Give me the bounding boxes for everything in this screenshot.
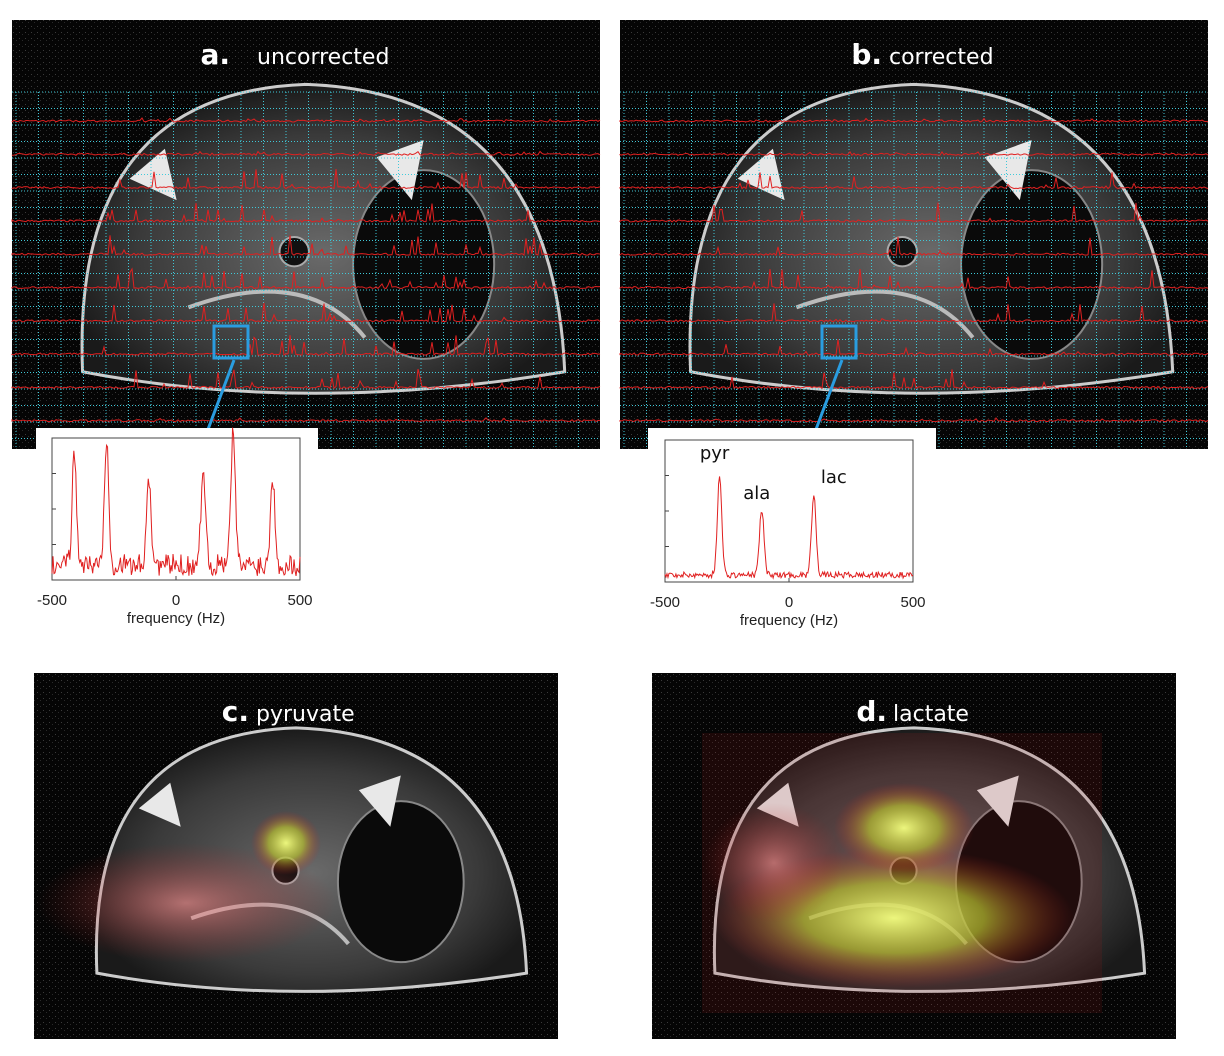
spectrum-row xyxy=(11,335,601,356)
spectrum-row xyxy=(11,117,601,123)
mri-panels xyxy=(11,20,1209,1039)
spectrum-row xyxy=(11,203,601,223)
tissue xyxy=(376,140,424,201)
lung xyxy=(352,169,496,360)
x-axis-label: frequency (Hz) xyxy=(740,612,838,629)
pointer xyxy=(202,359,236,441)
lactate-map xyxy=(834,783,974,873)
spectrum-row xyxy=(619,202,1209,223)
x-tick-label: 500 xyxy=(900,594,925,611)
spectrum-row xyxy=(619,369,1209,390)
tissue xyxy=(976,775,1019,827)
selected-voxel xyxy=(820,324,858,360)
x-axis-label: frequency (Hz) xyxy=(127,610,225,627)
spectrum-row xyxy=(619,172,1209,190)
x-tick-label: 0 xyxy=(785,594,793,611)
panel-letter: c. xyxy=(222,695,249,728)
lung xyxy=(336,800,465,964)
inset-spectrum xyxy=(51,427,301,577)
lung xyxy=(960,169,1104,360)
aorta xyxy=(278,235,310,268)
spectrum-row xyxy=(619,303,1209,323)
panel-label: corrected xyxy=(889,45,994,70)
panel-label: uncorrected xyxy=(257,45,389,70)
tissue xyxy=(138,782,181,827)
x-tick-label: -500 xyxy=(37,592,67,609)
spectrum-row xyxy=(11,368,601,390)
lactate-map xyxy=(704,803,844,923)
spectrum-row xyxy=(619,236,1209,257)
inset-spectrum xyxy=(664,476,914,580)
panel-letter: d. xyxy=(856,695,887,728)
x-tick-label: 0 xyxy=(172,592,180,609)
spectrum-row xyxy=(11,417,601,423)
tissue xyxy=(358,775,401,827)
peak-label: ala xyxy=(743,483,770,504)
peak-label: lac xyxy=(821,467,847,488)
spectrum-row xyxy=(11,302,601,323)
panel-letter: a. xyxy=(200,38,230,71)
x-tick-label: -500 xyxy=(650,594,680,611)
peak-label: pyr xyxy=(700,443,730,464)
pyruvate-map xyxy=(36,843,336,963)
spectrum-row xyxy=(11,267,601,290)
aorta xyxy=(886,235,918,268)
panel-label: pyruvate xyxy=(256,702,355,727)
panel-letter: b. xyxy=(851,38,882,71)
spectrum-row xyxy=(11,150,601,156)
overlays: -500 0 500 frequency (Hz) -500 0 500 frequency … xyxy=(36,427,936,633)
panel-label: lactate xyxy=(893,702,969,727)
pointer xyxy=(810,359,844,441)
spectrum-row xyxy=(619,150,1209,157)
inset-background xyxy=(648,428,936,633)
spectrum-row xyxy=(619,417,1209,423)
spectrum-row xyxy=(11,168,601,190)
x-tick-label: 500 xyxy=(287,592,312,609)
pyruvate-map xyxy=(251,811,321,875)
spectrum-row xyxy=(619,117,1209,123)
spectrum-row xyxy=(11,235,601,256)
spectrum-row xyxy=(619,268,1209,290)
inset-background xyxy=(36,428,318,633)
selected-voxel xyxy=(212,324,250,360)
spectrum-row xyxy=(619,339,1209,356)
